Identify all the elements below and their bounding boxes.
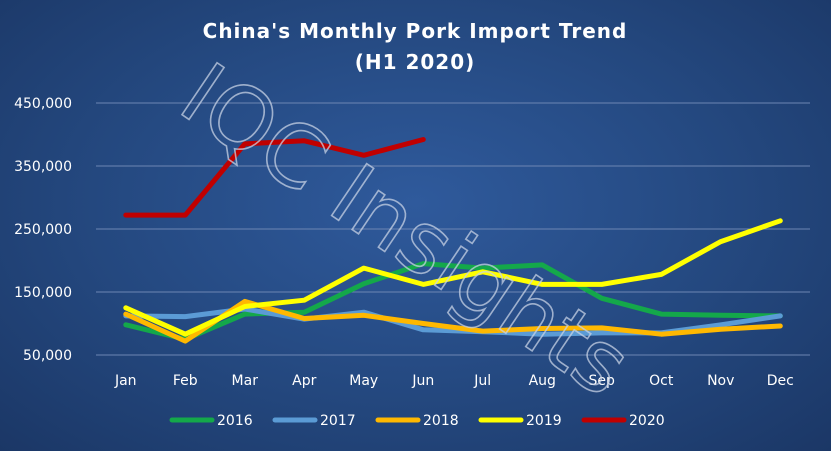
x-tick-label: Nov xyxy=(707,373,734,389)
x-tick-label: Jul xyxy=(473,373,491,389)
x-tick-label: Sep xyxy=(589,373,616,389)
y-tick-label: 250,000 xyxy=(14,222,72,238)
series-lines xyxy=(123,137,783,344)
legend-label-2019: 2019 xyxy=(526,413,562,429)
y-tick-label: 350,000 xyxy=(14,159,72,175)
series-line-2020 xyxy=(123,137,426,218)
x-tick-label: Jan xyxy=(114,373,137,389)
x-tick-label: Apr xyxy=(292,373,316,389)
series-line-2016 xyxy=(123,261,783,342)
y-tick-label: 50,000 xyxy=(23,348,72,364)
x-tick-label: May xyxy=(349,373,378,389)
x-axis-ticks: Jan Feb Mar Apr May Jun Jul Aug Sep Oct Nov Dec xyxy=(114,373,794,389)
x-tick-label: Oct xyxy=(649,373,674,389)
series-line-2019 xyxy=(123,218,783,337)
legend: 2016 2017 2018 2019 2020 xyxy=(169,413,665,429)
y-axis-ticks: 50,000 150,000 250,000 350,000 450,000 xyxy=(14,96,72,364)
x-tick-label: Jun xyxy=(411,373,434,389)
chart-title-line-1: China's Monthly Pork Import Trend xyxy=(203,19,628,43)
legend-label-2020: 2020 xyxy=(629,413,665,429)
x-tick-label: Aug xyxy=(529,373,556,389)
x-tick-label: Mar xyxy=(232,373,259,389)
series-line-2018 xyxy=(123,298,783,344)
legend-label-2018: 2018 xyxy=(423,413,459,429)
x-tick-label: Dec xyxy=(767,373,794,389)
chart-title-line-2: (H1 2020) xyxy=(355,50,476,74)
y-tick-label: 450,000 xyxy=(14,96,72,112)
gridlines xyxy=(96,102,810,356)
legend-label-2016: 2016 xyxy=(217,413,253,429)
x-tick-label: Feb xyxy=(173,373,198,389)
y-tick-label: 150,000 xyxy=(14,285,72,301)
legend-label-2017: 2017 xyxy=(320,413,356,429)
watermark-text: IQC Insights xyxy=(163,45,647,417)
